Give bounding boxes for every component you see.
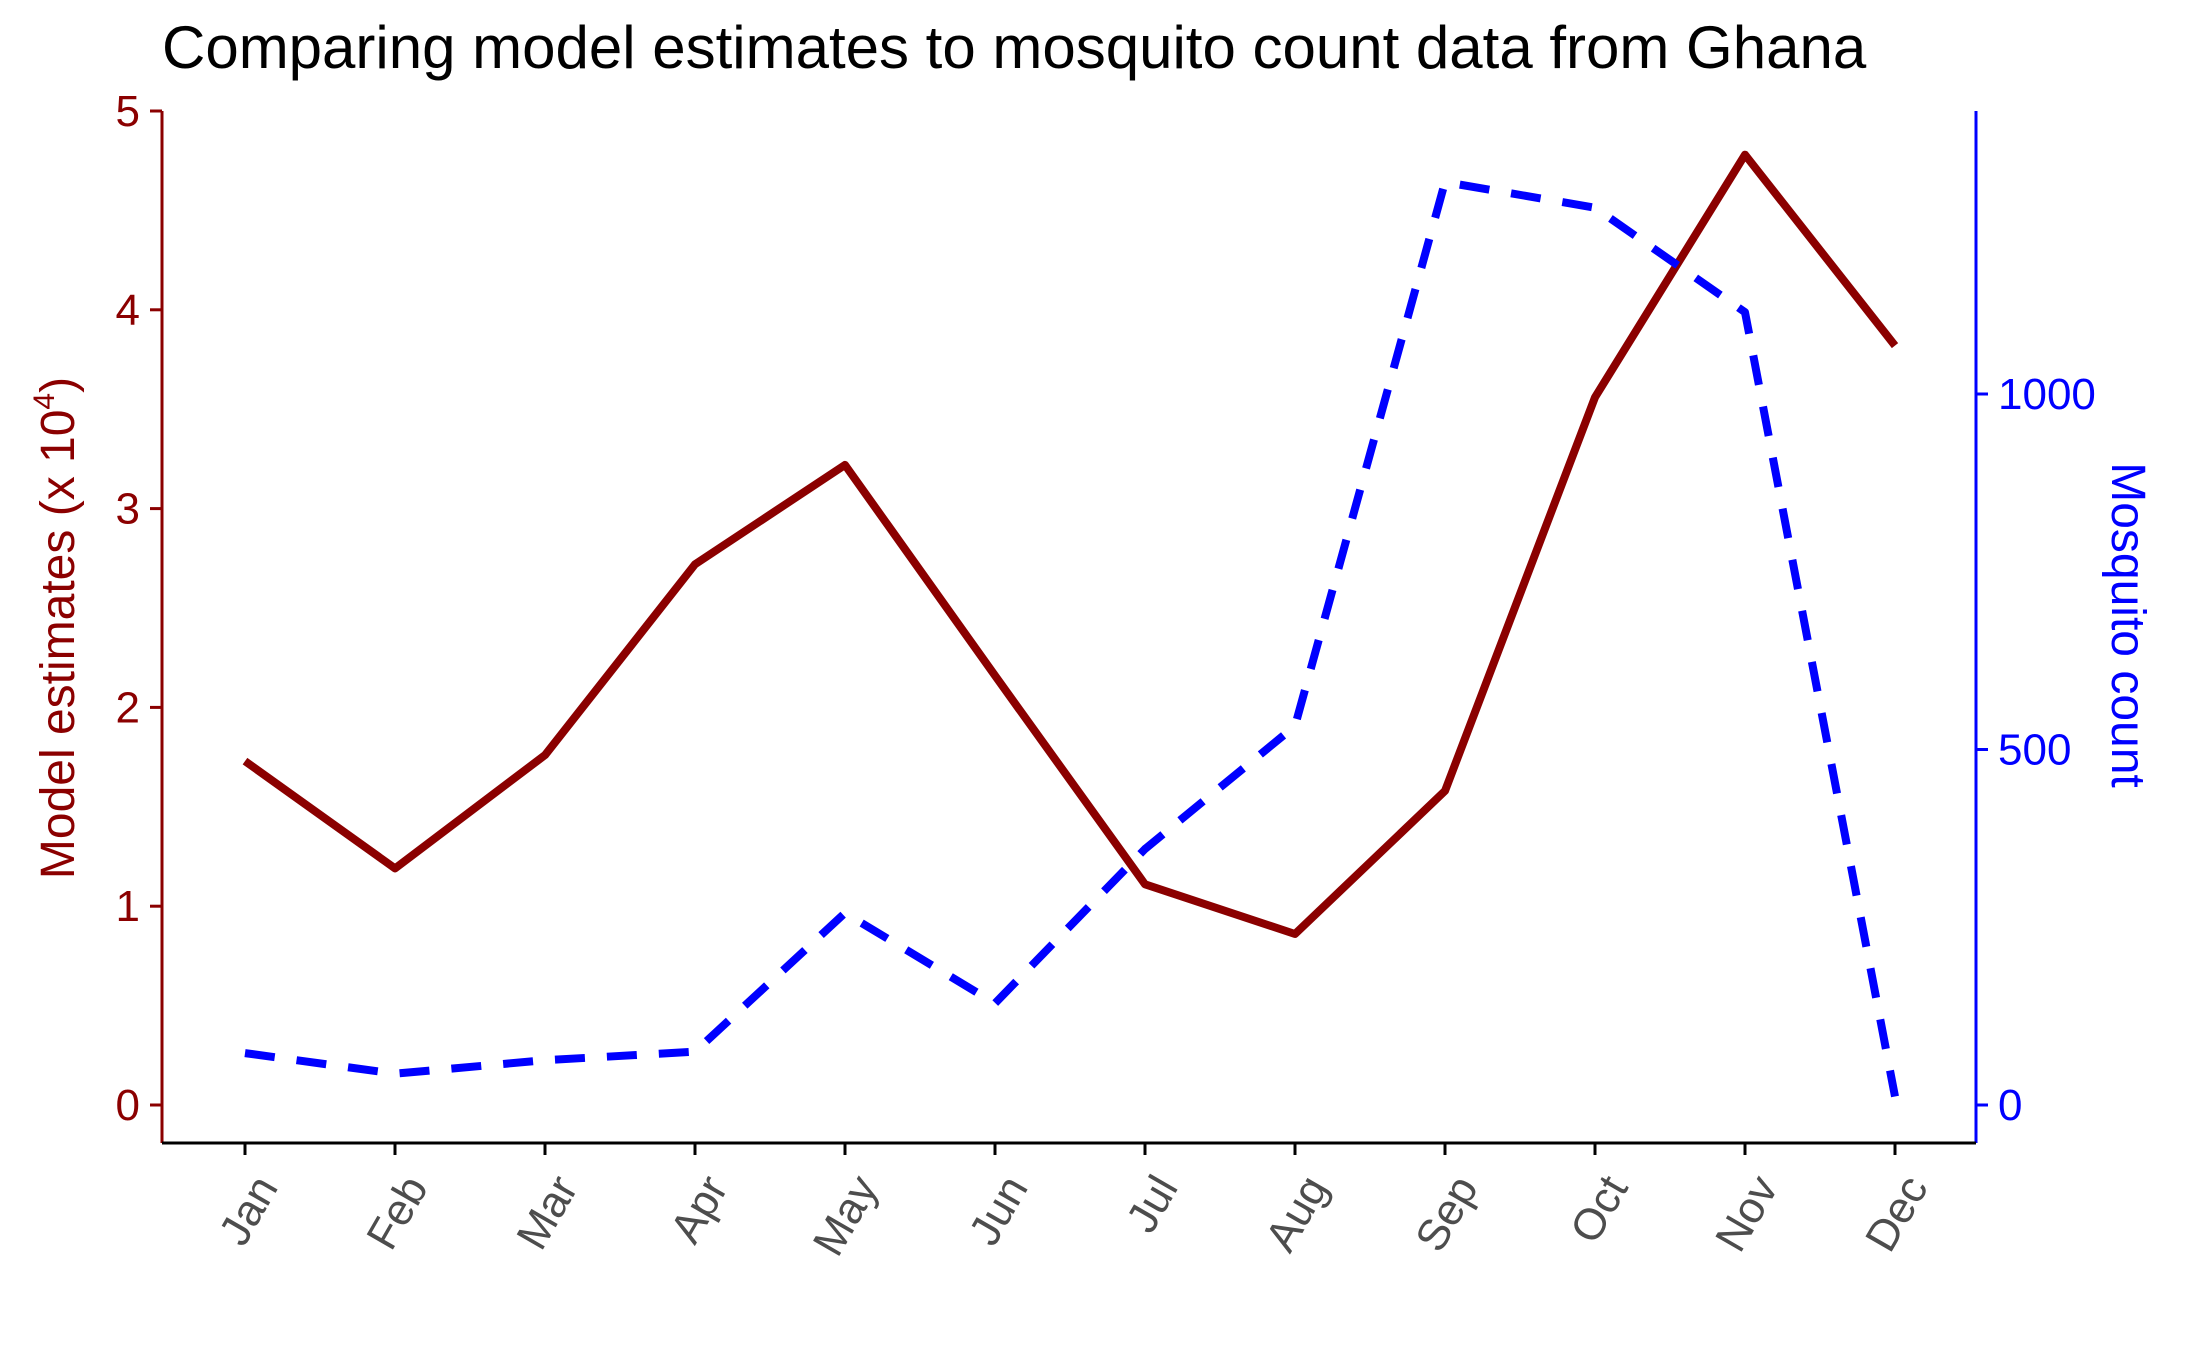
right-tick-label: 1000 (1998, 370, 2096, 419)
x-tick-label: Apr (661, 1168, 738, 1252)
x-tick-label: Jun (960, 1168, 1038, 1254)
left-tick-label: 0 (116, 1081, 140, 1130)
left-axis-title-close: ) (32, 377, 85, 393)
plot-area (242, 150, 1899, 1098)
left-tick-label: 1 (116, 882, 140, 931)
right-tick-label: 500 (1998, 726, 2071, 775)
x-tick-label: May (804, 1168, 888, 1264)
left-tick-label: 2 (116, 683, 140, 732)
x-tick-label: Oct (1561, 1168, 1638, 1252)
x-tick-label: Sep (1406, 1168, 1488, 1260)
x-tick-label: Jan (210, 1168, 288, 1254)
left-axis-title: Model estimates (x 104) (28, 377, 85, 879)
x-tick-label: Nov (1706, 1168, 1788, 1260)
model-estimates-line (242, 150, 1899, 938)
mosquito-count-line (244, 178, 1899, 1098)
axes: 0 1 2 3 4 5 0 500 1000 Jan Feb Mar Apr May Jun Jul Aug Se… (28, 87, 2154, 1264)
chart-title: Comparing model estimates to mosquito co… (162, 14, 1867, 81)
x-tick-label: Aug (1256, 1168, 1338, 1260)
left-tick-label: 4 (116, 286, 140, 335)
x-tick-label: Jul (1117, 1168, 1188, 1241)
right-tick-label: 0 (1998, 1081, 2022, 1130)
left-tick-label: 3 (116, 485, 140, 534)
left-axis-title-main: Model estimates (x 10 (32, 410, 85, 880)
right-axis-title: Mosquito count (2101, 462, 2154, 788)
x-tick-label: Feb (357, 1168, 437, 1258)
left-tick-label: 5 (116, 87, 140, 136)
x-tick-label: Mar (507, 1168, 587, 1258)
left-axis-title-sup: 4 (28, 393, 61, 410)
x-tick-label: Dec (1856, 1168, 1938, 1260)
